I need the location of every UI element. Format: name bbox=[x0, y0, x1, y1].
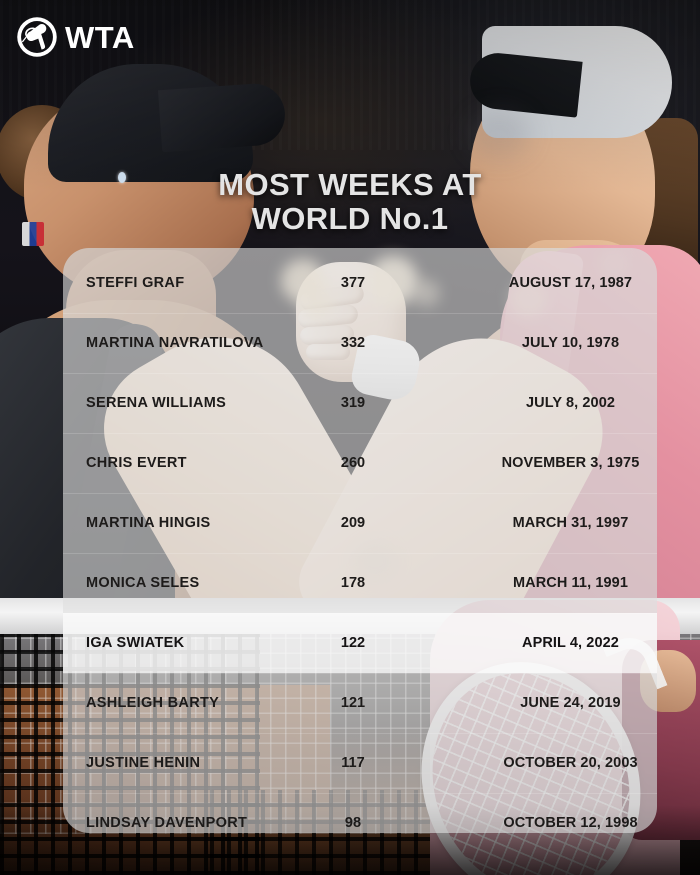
date-reached: AUGUST 17, 1987 bbox=[508, 275, 633, 291]
date-reached: JULY 10, 1978 bbox=[521, 335, 620, 351]
row-divider bbox=[63, 373, 657, 374]
rankings-table: STEFFI GRAF 377 AUGUST 17, 1987 MARTINA NAV… bbox=[63, 248, 657, 833]
apparel-logo-icon bbox=[22, 222, 44, 246]
weeks-count: 260 bbox=[340, 455, 366, 471]
row-divider bbox=[63, 553, 657, 554]
weeks-count: 121 bbox=[340, 695, 366, 711]
player-name: STEFFI GRAF bbox=[86, 275, 185, 291]
date-reached: JULY 8, 2002 bbox=[525, 395, 616, 411]
date-reached: OCTOBER 20, 2003 bbox=[503, 755, 638, 771]
weeks-count: 178 bbox=[340, 575, 366, 591]
wta-logo: WTA bbox=[16, 16, 135, 58]
title-line-2: WORLD No.1 bbox=[251, 201, 449, 237]
weeks-count: 377 bbox=[340, 275, 366, 291]
player-name: LINDSAY DAVENPORT bbox=[86, 815, 248, 831]
table-row[interactable]: JUSTINE HENIN 117 OCTOBER 20, 2003 bbox=[63, 733, 657, 793]
date-reached: JUNE 24, 2019 bbox=[520, 695, 621, 711]
player-name: ASHLEIGH BARTY bbox=[86, 695, 220, 711]
player-name: CHRIS EVERT bbox=[86, 455, 187, 471]
row-divider bbox=[63, 313, 657, 314]
left-player-earring bbox=[118, 172, 126, 183]
player-name: JUSTINE HENIN bbox=[86, 755, 201, 771]
table-row[interactable]: SERENA WILLIAMS 319 JULY 8, 2002 bbox=[63, 373, 657, 433]
weeks-count: 117 bbox=[341, 755, 365, 771]
weeks-count: 332 bbox=[340, 335, 366, 351]
rankings-panel: STEFFI GRAF 377 AUGUST 17, 1987 MARTINA NAV… bbox=[63, 248, 657, 833]
weeks-count: 209 bbox=[340, 515, 366, 531]
table-row[interactable]: MONICA SELES 178 MARCH 11, 1991 bbox=[63, 553, 657, 613]
weeks-count: 122 bbox=[340, 635, 366, 651]
table-row[interactable]: MARTINA NAVRATILOVA 332 JULY 10, 1978 bbox=[63, 313, 657, 373]
row-divider bbox=[63, 673, 657, 674]
player-name: MARTINA HINGIS bbox=[86, 515, 211, 531]
bokeh-light bbox=[470, 110, 530, 158]
row-divider bbox=[63, 493, 657, 494]
date-reached: APRIL 4, 2022 bbox=[522, 635, 619, 651]
date-reached: OCTOBER 12, 1998 bbox=[503, 815, 638, 831]
page-title: MOST WEEKS AT WORLD No.1 bbox=[0, 167, 700, 237]
table-row[interactable]: STEFFI GRAF 377 AUGUST 17, 1987 bbox=[63, 253, 657, 313]
table-row[interactable]: LINDSAY DAVENPORT 98 OCTOBER 12, 1998 bbox=[63, 793, 657, 833]
table-row[interactable]: ASHLEIGH BARTY 121 JUNE 24, 2019 bbox=[63, 673, 657, 733]
weeks-count: 319 bbox=[340, 395, 366, 411]
wta-wordmark: WTA bbox=[65, 19, 135, 55]
row-divider bbox=[63, 733, 657, 734]
player-name: MONICA SELES bbox=[86, 575, 200, 591]
table-row[interactable]: IGA SWIATEK 122 APRIL 4, 2022 bbox=[63, 613, 657, 673]
weeks-count: 98 bbox=[344, 815, 362, 831]
player-name: IGA SWIATEK bbox=[86, 635, 185, 651]
player-name: SERENA WILLIAMS bbox=[86, 395, 227, 411]
date-reached: NOVEMBER 3, 1975 bbox=[501, 455, 640, 471]
left-player-cap-brim bbox=[157, 81, 288, 153]
title-line-1: MOST WEEKS AT bbox=[218, 167, 482, 202]
table-row[interactable]: CHRIS EVERT 260 NOVEMBER 3, 1975 bbox=[63, 433, 657, 493]
wta-racquet-emblem-icon bbox=[17, 17, 57, 57]
row-divider bbox=[63, 433, 657, 434]
player-name: MARTINA NAVRATILOVA bbox=[86, 335, 264, 351]
table-row[interactable]: MARTINA HINGIS 209 MARCH 31, 1997 bbox=[63, 493, 657, 553]
row-divider bbox=[63, 793, 657, 794]
date-reached: MARCH 11, 1991 bbox=[512, 575, 629, 591]
date-reached: MARCH 31, 1997 bbox=[512, 515, 629, 531]
